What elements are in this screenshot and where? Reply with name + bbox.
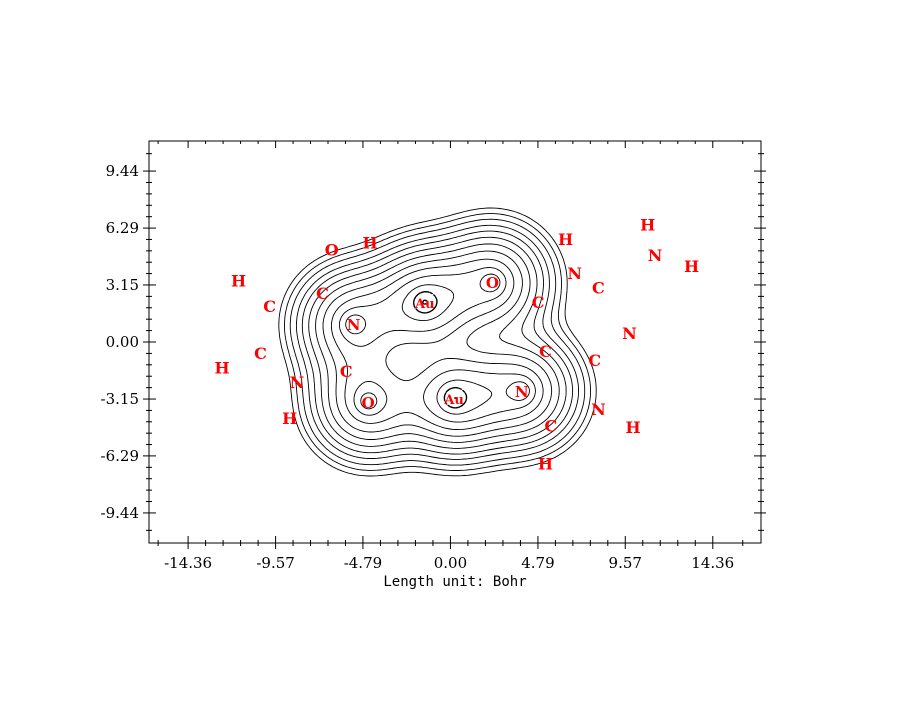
atom-label: C — [539, 342, 552, 361]
atom-label: H — [626, 418, 641, 437]
contour-line — [338, 267, 536, 423]
contour-line — [289, 218, 586, 466]
atom-label: C — [588, 351, 601, 370]
atom-label: N — [622, 324, 637, 343]
contour-line — [301, 230, 574, 455]
contour-line — [330, 258, 544, 431]
atom-label: H — [538, 454, 553, 473]
atom-label: C — [254, 344, 267, 363]
y-tick-label: 6.29 — [106, 219, 139, 237]
y-tick-label: -3.15 — [101, 390, 139, 408]
plot-area-border — [148, 140, 762, 544]
x-tick-label: -9.57 — [256, 554, 294, 572]
atom-label: N — [567, 264, 582, 283]
x-tick-label: 4.79 — [521, 554, 554, 572]
atom-label: N — [290, 373, 305, 392]
atom-label-center: O — [486, 274, 499, 292]
atom-label: H — [362, 233, 377, 252]
atom-label: H — [231, 271, 246, 290]
y-tick-label: -9.44 — [101, 504, 139, 522]
atom-label: C — [592, 279, 605, 298]
atom-label: H — [684, 257, 699, 276]
x-tick-label: 9.57 — [609, 554, 642, 572]
atom-label: C — [545, 416, 558, 435]
contour-line — [315, 243, 560, 443]
atom-label: N — [648, 246, 663, 265]
axis-ticks — [143, 141, 766, 549]
x-tick-label: 14.36 — [691, 554, 734, 572]
contour-line — [322, 250, 553, 437]
atom-label: N — [591, 400, 606, 419]
x-axis-label: Length unit: Bohr — [383, 574, 526, 590]
x-tick-label: -4.79 — [344, 554, 382, 572]
contour-line — [284, 213, 591, 471]
contour-line — [412, 291, 468, 409]
contour-lines — [278, 207, 597, 477]
atom-label: C — [316, 284, 329, 303]
atom-label: C — [340, 362, 353, 381]
atom-label-center: Au — [443, 393, 464, 408]
tick-labels: -14.36 -9.57 -4.79 0.00 4.79 9.57 14.36 9.44 6.2… — [101, 162, 735, 572]
atom-label-center: O — [362, 394, 375, 412]
contour-line — [308, 236, 567, 449]
x-tick-label: -14.36 — [164, 554, 212, 572]
atom-label-center: N — [347, 316, 361, 334]
atom-label: H — [558, 230, 573, 249]
contour-line — [421, 299, 457, 399]
atom-label: H — [282, 409, 297, 428]
y-tick-label: 0.00 — [106, 333, 139, 351]
contour-line — [278, 207, 597, 477]
atom-label: H — [640, 215, 655, 234]
plot-frame — [148, 140, 762, 544]
x-tick-label: 0.00 — [434, 554, 467, 572]
y-tick-label: 3.15 — [106, 276, 139, 294]
atom-label: H — [215, 358, 230, 377]
y-tick-label: 9.44 — [106, 162, 139, 180]
atom-label-center: Au — [414, 297, 435, 312]
atom-label: C — [263, 297, 276, 316]
y-tick-label: -6.29 — [101, 447, 139, 465]
contour-line — [345, 273, 530, 415]
contour-line — [295, 224, 579, 460]
atom-label-center: N — [515, 383, 529, 401]
atom-label: C — [532, 293, 545, 312]
atom-label: O — [325, 241, 339, 260]
